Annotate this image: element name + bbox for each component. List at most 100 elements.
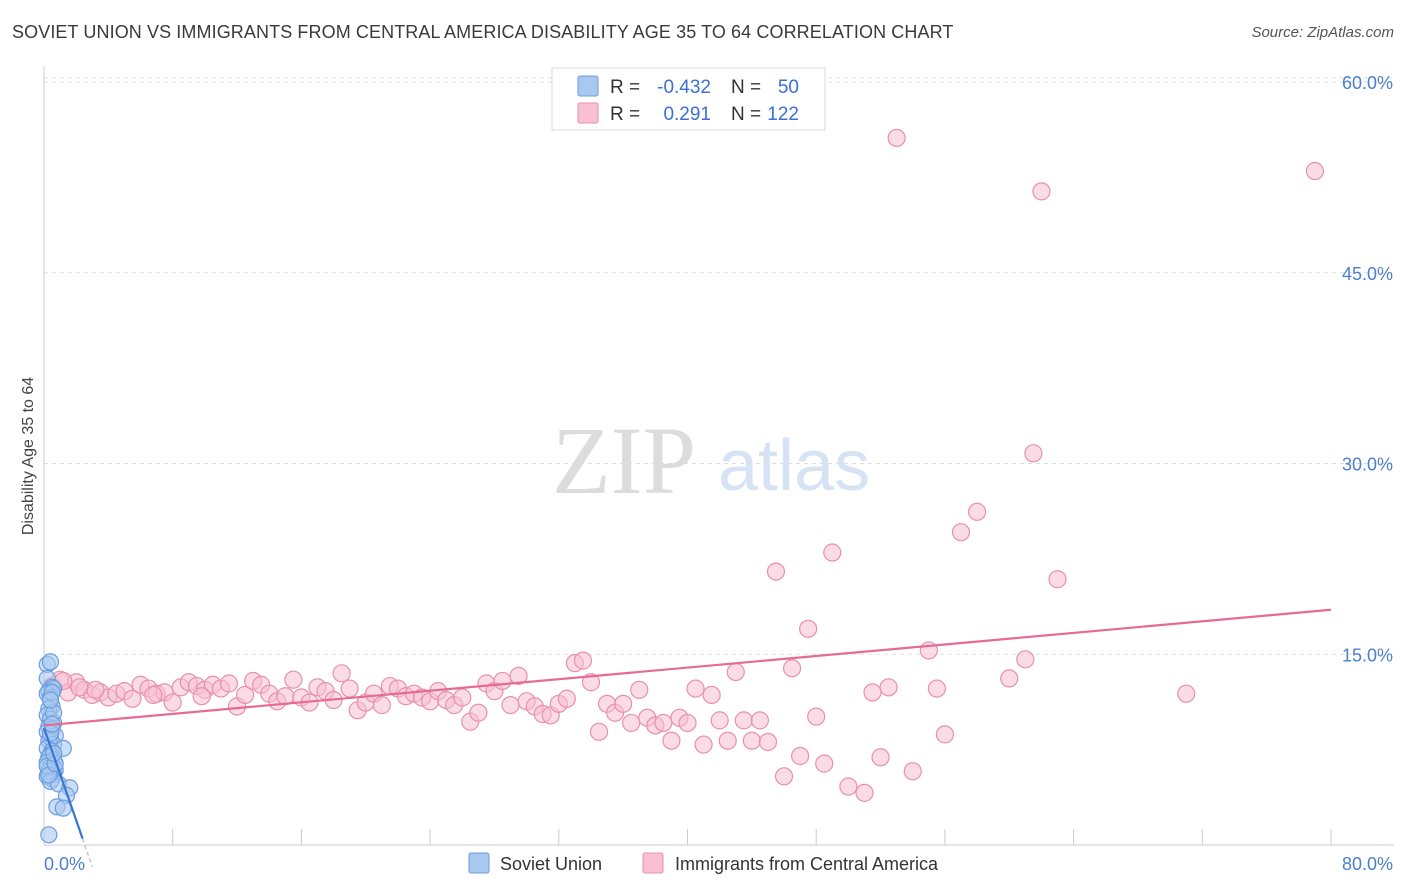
trend-line-soviet (42, 727, 84, 840)
data-point-immigrants (557, 689, 576, 708)
data-point-immigrants (718, 731, 737, 750)
data-point-immigrants (758, 732, 778, 752)
data-point-immigrants (935, 725, 955, 744)
data-point-immigrants (1032, 182, 1051, 201)
chart-title: SOVIET UNION VS IMMIGRANTS FROM CENTRAL … (12, 22, 954, 42)
legend-n-value-immigrants: 122 (767, 104, 799, 125)
data-point-immigrants (70, 678, 89, 697)
data-point-immigrants (372, 696, 391, 715)
y-tick-label: 15.0% (1342, 645, 1393, 665)
data-point-soviet (41, 653, 60, 671)
gridlines (44, 77, 1394, 655)
data-point-immigrants (340, 679, 359, 698)
legend-r-value-soviet: -0.432 (657, 77, 711, 98)
y-tick-label: 45.0% (1342, 264, 1393, 284)
data-point-immigrants (493, 671, 512, 691)
data-point-immigrants (573, 651, 593, 670)
data-point-immigrants (509, 666, 528, 685)
data-point-immigrants (589, 722, 609, 741)
bottom-legend-soviet: Soviet Union (500, 854, 602, 874)
axes (43, 66, 1394, 846)
watermark-zip: ZIP (552, 407, 696, 514)
legend-swatch-soviet (577, 75, 599, 97)
watermark-atlas: atlas (718, 426, 870, 506)
bottom-legend-swatch-immigrants (642, 852, 664, 874)
data-point-immigrants (144, 685, 163, 705)
x-tick-label: 0.0% (44, 854, 85, 874)
data-point-immigrants (791, 746, 810, 766)
legend-r-label: R = (610, 77, 640, 98)
data-point-immigrants (219, 674, 239, 693)
trend-lines (42, 608, 1332, 867)
data-point-soviet (41, 691, 60, 709)
data-point-immigrants (879, 678, 898, 697)
y-tick-label: 30.0% (1342, 455, 1393, 475)
legend: R = -0.432 N = 50 R = 0.291 N = 122 (551, 67, 826, 131)
data-point-immigrants (807, 707, 826, 726)
data-point-immigrants (123, 689, 142, 708)
data-point-immigrants (823, 543, 842, 562)
data-point-immigrants (284, 670, 303, 689)
data-point-immigrants (863, 683, 882, 702)
trend-line-immigrants (43, 608, 1332, 727)
data-point-immigrants (903, 762, 922, 781)
data-point-immigrants (654, 713, 673, 733)
data-point-immigrants (86, 680, 105, 699)
legend-swatch-immigrants (577, 102, 599, 124)
data-point-immigrants (501, 696, 520, 715)
data-point-immigrants (1000, 669, 1019, 688)
data-point-immigrants (235, 685, 255, 705)
data-point-immigrants (163, 693, 182, 712)
data-point-immigrants (742, 731, 761, 750)
data-point-immigrants (702, 685, 721, 705)
data-point-immigrants (839, 777, 858, 796)
data-point-immigrants (662, 731, 681, 750)
data-point-immigrants (726, 662, 745, 682)
data-point-immigrants (1016, 650, 1035, 669)
data-point-immigrants (686, 679, 705, 698)
data-point-immigrants (855, 783, 874, 802)
data-point-soviet (40, 826, 58, 844)
x-tick-label: 80.0% (1342, 854, 1393, 874)
y-tick-labels: 15.0% 30.0% 45.0% 60.0% (1342, 73, 1393, 665)
legend-r-label: R = (610, 104, 640, 125)
data-point-immigrants (622, 713, 641, 733)
data-point-immigrants (815, 754, 834, 773)
data-point-immigrants (750, 711, 769, 730)
data-point-immigrants (678, 713, 697, 733)
data-point-immigrants (1305, 161, 1325, 181)
data-point-immigrants (734, 711, 753, 730)
trend-line-soviet-extension (81, 838, 93, 867)
legend-n-label: N = (731, 104, 761, 125)
legend-r-value-immigrants: 0.291 (663, 104, 711, 125)
data-point-immigrants (192, 687, 211, 706)
data-point-immigrants (1177, 684, 1196, 703)
data-point-immigrants (774, 767, 794, 786)
x-tick-labels: 0.0% 80.0% (44, 854, 1393, 874)
data-point-immigrants (799, 619, 818, 638)
y-tick-label: 60.0% (1342, 73, 1393, 93)
data-point-immigrants (332, 664, 351, 683)
data-point-immigrants (1024, 444, 1043, 463)
bottom-legend: Soviet Union Immigrants from Central Ame… (468, 852, 939, 874)
data-point-immigrants (710, 711, 729, 730)
data-point-immigrants (782, 659, 802, 678)
source-label: Source: ZipAtlas.com (1251, 24, 1394, 41)
data-point-immigrants (614, 694, 633, 713)
data-point-immigrants (1048, 570, 1067, 589)
bottom-legend-swatch-soviet (468, 852, 490, 874)
data-point-immigrants (453, 688, 472, 707)
data-point-immigrants (887, 128, 906, 148)
data-point-immigrants (469, 703, 488, 722)
y-axis-label: Disability Age 35 to 64 (20, 377, 37, 535)
legend-n-value-soviet: 50 (778, 77, 799, 98)
data-point-immigrants (630, 680, 649, 699)
data-point-immigrants (766, 562, 786, 581)
data-point-immigrants (871, 748, 890, 767)
bottom-legend-immigrants: Immigrants from Central America (675, 854, 939, 874)
data-point-immigrants (694, 735, 713, 754)
data-point-immigrants (581, 673, 601, 692)
data-point-immigrants (967, 502, 987, 521)
legend-n-label: N = (731, 77, 761, 98)
